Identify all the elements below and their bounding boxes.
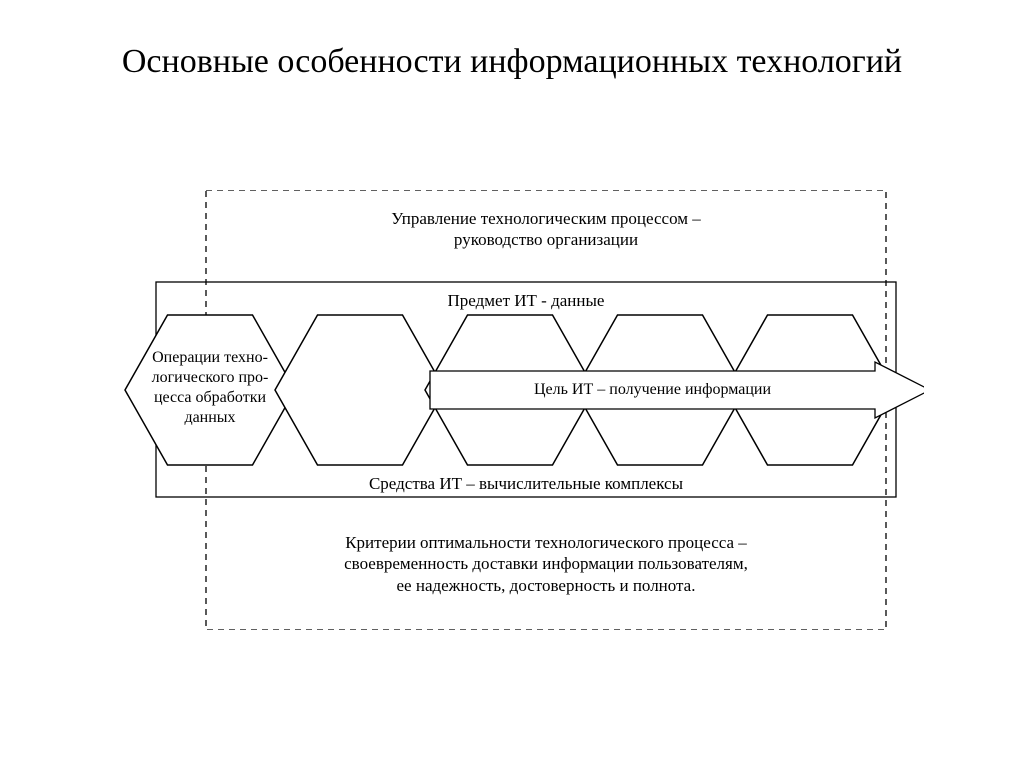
inner-top-label: Предмет ИТ - данные	[156, 290, 896, 311]
hex1-line4: данных	[184, 409, 235, 426]
diagram-container: Управление технологическим процессом – р…	[100, 190, 924, 630]
hex1-line3: цесса обработки	[154, 389, 266, 406]
bottom-outer-line2: своевременность доставки информации поль…	[344, 554, 748, 573]
slide: Основные особенности информационных техн…	[0, 0, 1024, 767]
inner-bottom-label: Средства ИТ – вычислительные комплексы	[156, 473, 896, 494]
bottom-outer-label: Критерии оптимальности технологического …	[206, 532, 886, 596]
bottom-outer-line1: Критерии оптимальности технологического …	[345, 533, 747, 552]
page-title: Основные особенности информационных техн…	[0, 40, 1024, 84]
hexagon-2	[275, 315, 445, 465]
top-outer-line2: руководство организации	[454, 230, 638, 249]
bottom-outer-line3: ее надежность, достоверность и полнота.	[397, 576, 696, 595]
top-outer-line1: Управление технологическим процессом –	[391, 209, 701, 228]
top-outer-label: Управление технологическим процессом – р…	[206, 208, 886, 251]
hex1-line2: логического про-	[152, 369, 269, 386]
hex1-line1: Операции техно-	[152, 349, 268, 366]
hex1-label: Операции техно- логического про- цесса о…	[140, 348, 280, 428]
arrow-label: Цель ИТ – получение информации	[435, 380, 870, 400]
